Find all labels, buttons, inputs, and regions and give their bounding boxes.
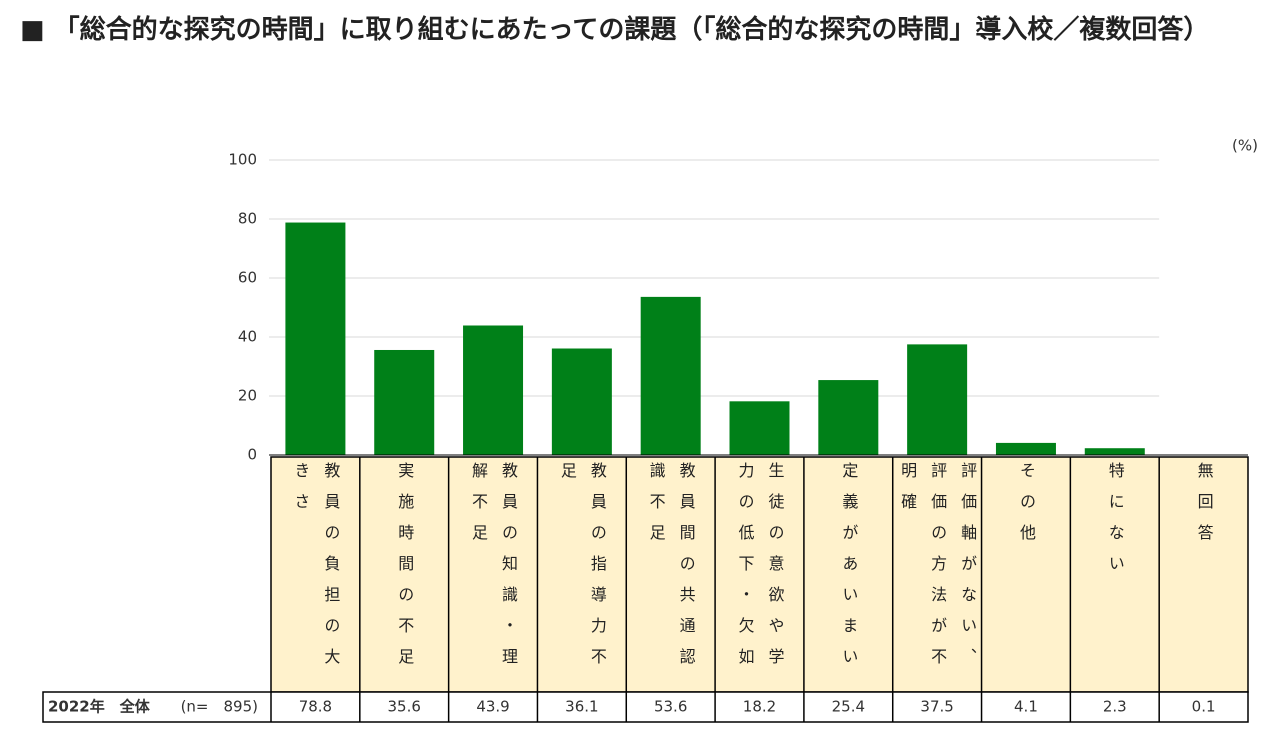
bar bbox=[729, 401, 790, 455]
category-label: 評価軸がない、評価の方法が不明確 bbox=[898, 462, 978, 679]
value-cell: 36.1 bbox=[565, 698, 598, 716]
value-cell: 4.1 bbox=[1014, 698, 1038, 716]
bar bbox=[551, 348, 612, 455]
bar bbox=[818, 380, 879, 455]
row-label: 2022年 全体 bbox=[48, 698, 151, 716]
category-cell: 定義があいまい bbox=[804, 462, 893, 687]
category-label: 教員の負担の大きさ bbox=[291, 462, 341, 679]
category-cell: 教員の指導力不足 bbox=[537, 462, 626, 687]
bar bbox=[1084, 448, 1145, 455]
category-cell: 教員の負担の大きさ bbox=[271, 462, 360, 687]
value-cell: 0.1 bbox=[1192, 698, 1216, 716]
value-cell: 18.2 bbox=[743, 698, 776, 716]
bar bbox=[640, 296, 701, 455]
category-label: 教員間の共通認識不足 bbox=[646, 462, 696, 679]
category-label: 特にない bbox=[1105, 462, 1125, 586]
category-cell: 実施時間の不足 bbox=[360, 462, 449, 687]
category-cell: 特にない bbox=[1070, 462, 1159, 687]
n-label: (n= 895) bbox=[181, 698, 258, 716]
category-label: 定義があいまい bbox=[839, 462, 859, 679]
value-cell: 53.6 bbox=[654, 698, 687, 716]
y-tick-label: 80 bbox=[238, 210, 257, 228]
bar bbox=[463, 325, 524, 455]
y-tick-label: 60 bbox=[238, 269, 257, 287]
category-cell: 教員の知識・理解不足 bbox=[449, 462, 538, 687]
y-tick-label: 40 bbox=[238, 328, 257, 346]
unit-label: (%) bbox=[1232, 137, 1258, 155]
value-cell: 37.5 bbox=[920, 698, 953, 716]
category-label: 生徒の意欲や学力の低下・欠如 bbox=[735, 462, 785, 679]
category-label: 教員の知識・理解不足 bbox=[469, 462, 519, 679]
category-label: 実施時間の不足 bbox=[395, 462, 415, 679]
category-cell: 生徒の意欲や学力の低下・欠如 bbox=[715, 462, 804, 687]
table-row bbox=[42, 691, 1249, 723]
category-cell: その他 bbox=[982, 462, 1071, 687]
y-tick-label: 0 bbox=[247, 446, 257, 464]
category-label: その他 bbox=[1016, 462, 1036, 555]
category-label: 教員の指導力不足 bbox=[557, 462, 607, 679]
bar bbox=[995, 442, 1056, 455]
bar bbox=[374, 349, 435, 455]
y-tick-label: 100 bbox=[228, 151, 257, 169]
category-cell: 無回答 bbox=[1159, 462, 1248, 687]
bar bbox=[285, 222, 346, 455]
category-cells bbox=[270, 456, 1249, 693]
y-tick-label: 20 bbox=[238, 387, 257, 405]
value-cell: 35.6 bbox=[388, 698, 421, 716]
category-cell: 教員間の共通認識不足 bbox=[626, 462, 715, 687]
title: ■ 「総合的な探究の時間」に取り組むにあたっての課題（「総合的な探究の時間」導入… bbox=[20, 15, 1210, 45]
category-label: 無回答 bbox=[1194, 462, 1214, 555]
bar bbox=[907, 344, 968, 455]
value-cell: 25.4 bbox=[832, 698, 865, 716]
value-cell: 43.9 bbox=[476, 698, 509, 716]
value-cell: 2.3 bbox=[1103, 698, 1127, 716]
value-cell: 78.8 bbox=[299, 698, 332, 716]
category-cell: 評価軸がない、評価の方法が不明確 bbox=[893, 462, 982, 687]
